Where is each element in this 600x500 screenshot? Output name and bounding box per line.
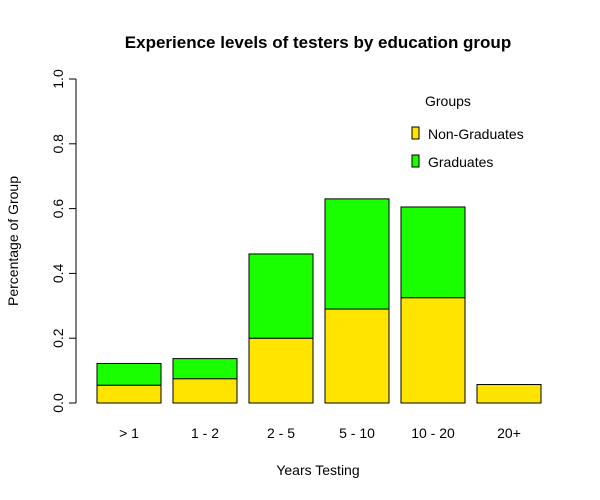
bars-group bbox=[96, 198, 542, 404]
x-tick-labels: > 1 1 - 2 2 - 5 5 - 10 10 - 20 20+ bbox=[119, 425, 521, 441]
y-tick-label: 0.6 bbox=[50, 199, 66, 219]
x-tick-label: 2 - 5 bbox=[267, 425, 295, 441]
bar-segment-graduates bbox=[248, 253, 314, 339]
legend-label: Non-Graduates bbox=[428, 126, 524, 142]
y-tick-label: 0.2 bbox=[50, 328, 66, 348]
y-tick-label: 0.0 bbox=[50, 393, 66, 413]
bar-segment-non-graduates bbox=[400, 297, 466, 404]
legend: Groups Non-Graduates Graduates bbox=[411, 93, 524, 170]
y-axis: 0.0 0.2 0.4 0.6 0.8 1.0 bbox=[50, 69, 77, 413]
bar-segment-graduates bbox=[96, 362, 162, 386]
y-tick-label: 1.0 bbox=[50, 69, 66, 89]
legend-swatch bbox=[411, 154, 420, 168]
chart-title: Experience levels of testers by educatio… bbox=[125, 33, 511, 52]
y-tick-label: 0.8 bbox=[50, 134, 66, 154]
bar-segment-non-graduates bbox=[172, 378, 238, 404]
bar-segment-non-graduates bbox=[476, 384, 542, 404]
x-tick-label: 5 - 10 bbox=[339, 425, 375, 441]
bar-segment-non-graduates bbox=[248, 337, 314, 404]
x-axis-label: Years Testing bbox=[276, 462, 359, 478]
y-tick-label: 0.4 bbox=[50, 263, 66, 283]
bar-segment-graduates bbox=[324, 198, 390, 310]
x-tick-label: 20+ bbox=[497, 425, 521, 441]
y-axis-label: Percentage of Group bbox=[5, 176, 21, 306]
x-tick-label: 10 - 20 bbox=[411, 425, 455, 441]
legend-label: Graduates bbox=[428, 154, 493, 170]
bar-segment-non-graduates bbox=[96, 384, 162, 404]
bar-segment-graduates bbox=[400, 206, 466, 299]
bar-segment-non-graduates bbox=[324, 308, 390, 404]
legend-swatch bbox=[411, 126, 420, 140]
legend-title: Groups bbox=[425, 93, 471, 109]
bar-segment-graduates bbox=[172, 358, 238, 380]
x-tick-label: > 1 bbox=[119, 425, 139, 441]
x-tick-label: 1 - 2 bbox=[191, 425, 219, 441]
